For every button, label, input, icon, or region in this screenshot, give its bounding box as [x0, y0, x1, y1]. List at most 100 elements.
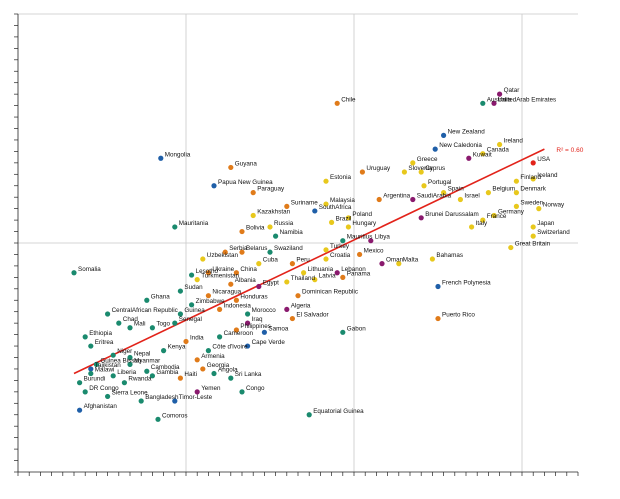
- data-point: [267, 249, 273, 255]
- data-point: [177, 311, 183, 317]
- data-label: Estonia: [330, 174, 352, 181]
- data-label: Burundi: [84, 376, 106, 383]
- data-label: USA: [537, 156, 551, 163]
- data-label: Tajikistan: [95, 362, 121, 369]
- data-label: Indonesia: [224, 302, 252, 309]
- data-label: Equatorial Guinea: [313, 408, 364, 415]
- data-label: Belarus: [246, 245, 267, 252]
- data-label: Guinea: [184, 307, 205, 314]
- data-point: [105, 311, 111, 317]
- data-label: Spain: [448, 186, 465, 193]
- data-point: [200, 256, 206, 262]
- data-point: [491, 212, 497, 219]
- data-point: [334, 270, 340, 276]
- data-label: Mali: [134, 321, 146, 328]
- data-label: China: [240, 266, 257, 273]
- data-label: Lesotho: [196, 268, 219, 275]
- data-label: Congo: [246, 385, 265, 392]
- data-label: Denmark: [520, 186, 546, 193]
- data-point: [228, 375, 234, 381]
- data-label: Gabon: [347, 325, 366, 332]
- data-point: [256, 261, 262, 267]
- data-label: Canada: [487, 147, 510, 154]
- data-point: [200, 366, 206, 372]
- data-label: Sweden: [520, 199, 543, 206]
- data-point: [88, 370, 94, 377]
- data-label: Cape Verde: [252, 339, 286, 346]
- data-point: [301, 270, 307, 276]
- data-label: Ghana: [151, 293, 170, 300]
- data-point: [261, 329, 267, 335]
- data-point: [127, 354, 133, 361]
- data-point: [183, 338, 189, 345]
- data-point: [77, 380, 83, 386]
- data-label: Finland: [520, 174, 541, 181]
- data-label: Serbia: [229, 245, 248, 252]
- data-label: Malawi: [95, 367, 115, 374]
- data-label: Australia: [487, 96, 512, 103]
- data-point: [250, 190, 256, 196]
- data-label: Great Britain: [515, 241, 551, 248]
- data-point: [138, 398, 144, 404]
- data-label: Turkey: [330, 243, 350, 250]
- data-point: [485, 190, 491, 196]
- data-label: Egypt: [263, 280, 279, 287]
- data-point: [267, 224, 273, 230]
- data-point: [429, 256, 435, 262]
- data-point: [410, 196, 416, 203]
- data-point: [189, 302, 195, 308]
- data-point: [441, 190, 447, 196]
- data-point: [273, 233, 279, 239]
- data-point: [194, 357, 200, 363]
- data-point: [127, 361, 133, 367]
- data-label: Iraq: [252, 316, 263, 323]
- data-label: Switzerland: [537, 229, 570, 236]
- data-point: [245, 343, 251, 349]
- data-point: [457, 196, 463, 203]
- data-point: [149, 373, 155, 379]
- data-point: [466, 155, 472, 161]
- data-point: [401, 169, 407, 175]
- data-label: Zimbabwe: [196, 298, 226, 305]
- data-label: Samoa: [268, 325, 288, 332]
- data-label: Turkmenistan: [201, 273, 239, 280]
- data-point: [144, 297, 150, 303]
- data-label: Mongolia: [165, 151, 191, 158]
- data-point: [530, 233, 536, 239]
- data-point: [323, 247, 329, 253]
- data-point: [497, 91, 503, 97]
- data-point: [172, 224, 178, 230]
- data-label: New Caledonia: [439, 142, 482, 149]
- data-point: [105, 393, 111, 400]
- data-label: Côte d'Ivoire: [212, 344, 248, 351]
- data-label: Kuwait: [473, 151, 492, 158]
- data-point: [233, 270, 239, 276]
- data-label: Bolivia: [246, 225, 265, 232]
- data-label: Nepal: [134, 351, 150, 358]
- data-label: SaudiArabia: [417, 192, 452, 199]
- data-point: [432, 146, 438, 152]
- data-label: Mauritius: [347, 234, 373, 241]
- data-point: [513, 178, 520, 184]
- data-label: Suriname: [291, 199, 318, 206]
- data-label: Namibia: [280, 229, 304, 236]
- data-label: Philippines: [240, 323, 270, 330]
- data-label: Mauritania: [179, 220, 209, 227]
- data-point: [228, 164, 234, 171]
- data-label: Dominican Republic: [302, 289, 358, 296]
- data-label: Chad: [123, 316, 139, 323]
- data-point: [222, 249, 228, 255]
- data-point: [155, 416, 161, 422]
- data-point: [357, 251, 363, 258]
- data-point: [205, 270, 211, 276]
- data-point: [228, 281, 234, 287]
- data-point: [110, 352, 116, 358]
- data-label: Senegal: [179, 316, 202, 323]
- data-label: Uruguay: [366, 165, 391, 172]
- data-label: Puerto Rico: [442, 312, 475, 319]
- data-point: [158, 155, 164, 161]
- data-label: Guyana: [235, 160, 258, 167]
- data-point: [245, 311, 251, 317]
- data-point: [211, 370, 217, 377]
- data-point: [530, 160, 536, 166]
